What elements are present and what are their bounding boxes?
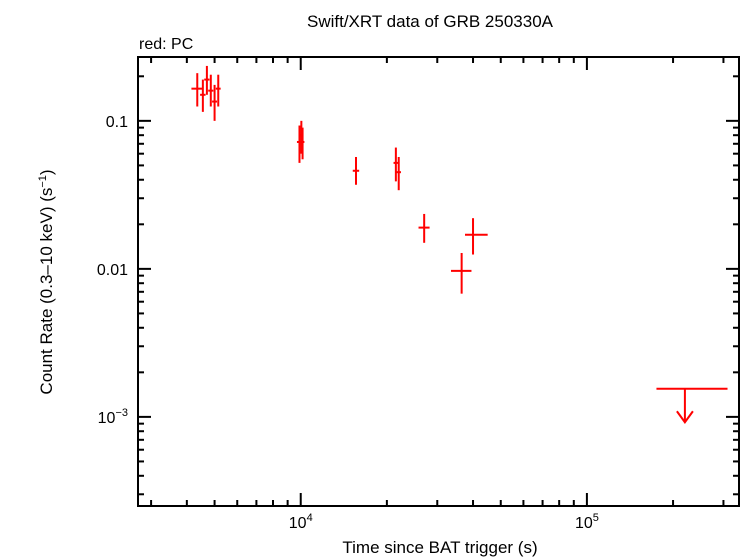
y-tick-label: 0.1 [106,114,128,131]
data-point [212,84,218,121]
data-point [208,74,214,107]
y-axis-title-end: ) [37,169,56,175]
y-axis-title: Count Rate (0.3–10 keV) (s−1) [37,169,56,394]
data-point [204,65,210,95]
data-point [465,218,488,255]
data-point [191,73,203,107]
y-tick-label-exp: −3 [115,407,128,419]
chart-title: Swift/XRT data of GRB 250330A [307,12,554,31]
upper-limit-arrow [676,410,694,424]
x-axis-title: Time since BAT trigger (s) [342,538,537,557]
data-point [352,156,360,185]
x-tick-label-exp: 4 [307,512,313,524]
data-point [215,74,221,107]
y-tick-label: 0.01 [97,262,128,279]
data-point [418,213,430,243]
x-tick-label-base: 10 [289,515,307,532]
data-points [191,65,728,424]
y-tick-label-base: 10 [98,410,116,427]
x-tick-label: 104 [289,512,313,532]
x-tick-label-exp: 5 [593,512,599,524]
y-tick-label: 10−3 [98,407,128,427]
data-point [200,79,206,112]
data-point [450,252,472,294]
data-point [393,147,399,182]
upper-limit [656,387,728,424]
plot-frame [137,56,740,507]
y-axis-title-exp: −1 [37,175,49,188]
data-point [396,156,401,191]
x-tick-label-base: 10 [575,515,593,532]
legend-label: red: PC [139,36,193,53]
y-axis-title-main: Count Rate (0.3–10 keV) (s [37,188,56,395]
x-tick-label: 105 [575,512,599,532]
data-point [301,127,305,160]
axis-ticks [138,57,739,506]
